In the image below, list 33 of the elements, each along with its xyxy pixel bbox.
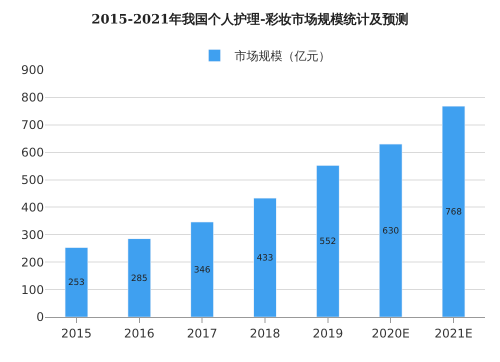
y-tick-label: 500	[21, 172, 44, 187]
data-label: 768	[445, 208, 462, 218]
bar	[379, 144, 402, 317]
bar	[442, 106, 466, 317]
y-tick-label: 400	[21, 200, 44, 214]
x-tick-label: 2015	[61, 326, 92, 340]
bar	[190, 222, 214, 317]
y-tick-label: 800	[21, 90, 44, 105]
x-tick-label: 2020E	[372, 326, 410, 340]
data-label: 630	[382, 226, 400, 236]
data-label: 552	[320, 237, 336, 248]
data-label: 285	[130, 274, 148, 284]
chart-title: 2015-2021年我国个人护理-彩妆市场规模统计及预测	[91, 12, 409, 28]
x-tick-label: 2016	[124, 326, 155, 340]
bar	[253, 198, 277, 317]
x-tick-label: 2021E	[434, 326, 473, 340]
legend-label: 市场规模（亿元）	[234, 49, 330, 64]
x-tick-label: 2017	[186, 326, 218, 340]
x-tick-label: 2018	[250, 326, 280, 340]
y-tick-label: 100	[21, 282, 44, 297]
y-tick-label: 200	[21, 255, 44, 270]
bar	[316, 165, 340, 317]
data-label: 346	[194, 265, 210, 276]
y-tick-label: 600	[21, 146, 44, 160]
y-tick-label: 700	[21, 118, 44, 132]
y-tick-label: 900	[21, 63, 44, 78]
data-label: 433	[256, 253, 274, 264]
x-tick-label: 2019	[312, 326, 344, 340]
bar	[128, 238, 151, 317]
data-label: 253	[68, 278, 85, 288]
y-tick-label: 300	[21, 228, 44, 242]
bar	[64, 247, 88, 317]
y-tick-label: 0	[36, 310, 44, 324]
